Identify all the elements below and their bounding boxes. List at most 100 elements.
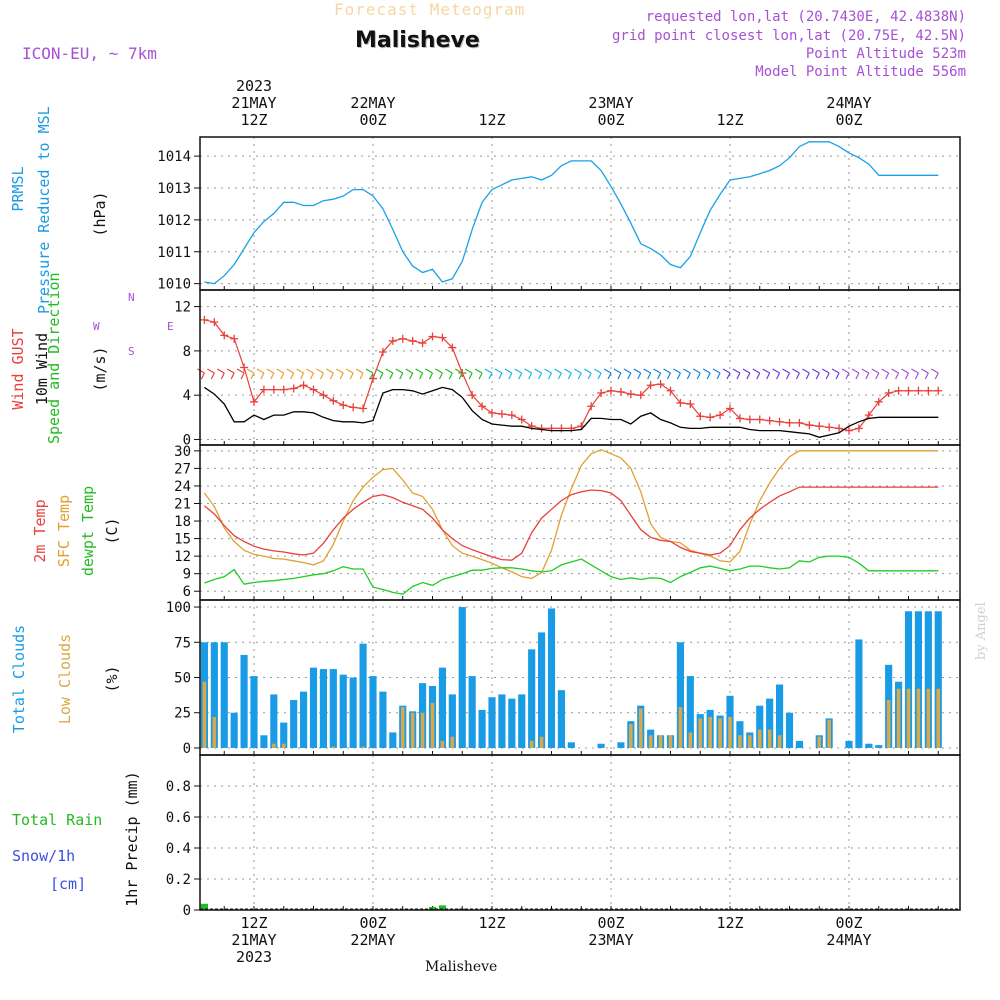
low-cloud-bar bbox=[757, 729, 762, 748]
y-tick-label: 1014 bbox=[157, 149, 191, 165]
gust-marker bbox=[835, 424, 844, 433]
gust-marker bbox=[785, 418, 794, 427]
gust-marker bbox=[726, 404, 734, 413]
gust-marker bbox=[388, 336, 397, 345]
watermark: by Angel bbox=[974, 602, 989, 660]
total-cloud-bar bbox=[379, 691, 387, 748]
gust-marker bbox=[378, 348, 387, 356]
low-cloud-bar bbox=[450, 736, 455, 748]
wind-direction-arrow bbox=[514, 368, 523, 380]
total-cloud-bar bbox=[290, 700, 298, 748]
total-cloud-bar bbox=[617, 742, 625, 748]
total-cloud-bar bbox=[319, 669, 327, 748]
y-tick-label: 8 bbox=[183, 344, 191, 360]
total-cloud-bar bbox=[914, 611, 922, 748]
gust-marker bbox=[884, 388, 893, 397]
low-cloud-bar bbox=[539, 736, 544, 748]
low-cloud-bar bbox=[886, 700, 891, 748]
gust-marker bbox=[894, 386, 903, 395]
wind-direction-arrow bbox=[445, 368, 453, 380]
snow-unit: [cm] bbox=[50, 875, 87, 893]
compass-w: W bbox=[93, 320, 100, 333]
wind-direction-arrow bbox=[335, 368, 344, 380]
wind-direction-arrow bbox=[722, 368, 731, 380]
wind-direction-arrow bbox=[831, 368, 840, 380]
gust-marker bbox=[418, 339, 427, 348]
low-cloud-bar bbox=[410, 712, 415, 748]
compass-n: N bbox=[128, 291, 135, 304]
gust-marker bbox=[716, 411, 725, 420]
temp-unit: (C) bbox=[103, 517, 121, 545]
gust-marker bbox=[408, 336, 417, 345]
wind-line bbox=[204, 386, 939, 438]
wind-direction-arrow bbox=[246, 368, 255, 380]
low-cloud-bar bbox=[281, 743, 286, 748]
y-tick-label: 9 bbox=[183, 567, 191, 583]
wind-direction-arrow bbox=[554, 368, 562, 380]
wind-direction-arrow bbox=[365, 368, 374, 380]
total-cloud-bar bbox=[875, 745, 883, 748]
total-cloud-bar bbox=[498, 694, 506, 748]
total-cloud-bar bbox=[845, 740, 853, 748]
model-label: ICON-EU, ~ 7km bbox=[22, 44, 157, 63]
precip-panel-frame bbox=[199, 754, 961, 911]
y-tick-label: 4 bbox=[183, 388, 191, 404]
gust-marker bbox=[250, 397, 258, 406]
low-cloud-bar bbox=[906, 688, 911, 748]
footer-location: Malisheve bbox=[425, 959, 498, 975]
wind-direction-arrow bbox=[326, 368, 334, 380]
gust-marker bbox=[874, 397, 883, 406]
y-tick-label: 1010 bbox=[157, 277, 191, 293]
gust-marker bbox=[904, 386, 913, 395]
prmsl-label: PRMSL bbox=[9, 166, 27, 212]
gust-marker bbox=[607, 386, 615, 395]
low-cloud-bar bbox=[638, 708, 643, 748]
gust-marker bbox=[914, 386, 923, 395]
total-cloud-bar bbox=[934, 611, 942, 748]
low-cloud-bar bbox=[658, 735, 663, 748]
low-cloud-bar bbox=[748, 735, 752, 748]
low-cloud-bar bbox=[430, 702, 435, 748]
total-cloud-bar bbox=[865, 743, 873, 748]
bottom-time-label: 00Z bbox=[835, 914, 863, 932]
low-cloud-bar bbox=[420, 712, 425, 748]
total-cloud-bar bbox=[210, 642, 218, 748]
wind-direction-arrow bbox=[663, 368, 672, 380]
gust-marker bbox=[398, 334, 407, 343]
wind-direction-arrow bbox=[891, 368, 900, 380]
gust-marker bbox=[636, 391, 645, 400]
gust-marker bbox=[478, 402, 487, 411]
gust-marker bbox=[309, 385, 318, 394]
gust-marker bbox=[696, 412, 705, 421]
low-cloud-bar bbox=[440, 740, 445, 748]
wind-direction-arrow bbox=[494, 368, 503, 380]
wind-direction-arrow bbox=[821, 368, 830, 380]
y-tick-label: 12 bbox=[174, 300, 191, 316]
low-cloud-bar bbox=[202, 681, 207, 748]
gust-marker bbox=[845, 426, 853, 435]
location-title: Malisheve bbox=[355, 28, 480, 53]
total-cloud-bar bbox=[309, 667, 318, 748]
gust-marker bbox=[220, 331, 229, 340]
pressure-line bbox=[204, 141, 939, 285]
gust-marker bbox=[676, 398, 685, 407]
gust-marker bbox=[587, 402, 596, 411]
pressure-panel-frame bbox=[199, 136, 961, 291]
low-cloud-bar bbox=[708, 716, 712, 748]
y-tick-label: 6 bbox=[183, 584, 191, 600]
wind-direction-arrow bbox=[603, 368, 612, 380]
y-tick-label: 24 bbox=[174, 479, 191, 495]
low-cloud-bar bbox=[668, 735, 673, 748]
compass-e: E bbox=[167, 320, 174, 333]
y-tick-label: 0 bbox=[183, 741, 191, 757]
gust-marker bbox=[735, 414, 744, 423]
gust-marker bbox=[795, 418, 804, 427]
total-cloud-bar bbox=[756, 705, 764, 748]
wind-direction-arrow bbox=[593, 368, 602, 380]
gust-marker bbox=[656, 380, 665, 389]
y-tick-label: 0.8 bbox=[166, 779, 191, 795]
bottom-time-label: 00Z bbox=[597, 914, 625, 932]
wind-direction-arrow bbox=[930, 368, 939, 380]
y-tick-label: 21 bbox=[174, 496, 191, 512]
wind-direction-arrow bbox=[811, 368, 820, 380]
